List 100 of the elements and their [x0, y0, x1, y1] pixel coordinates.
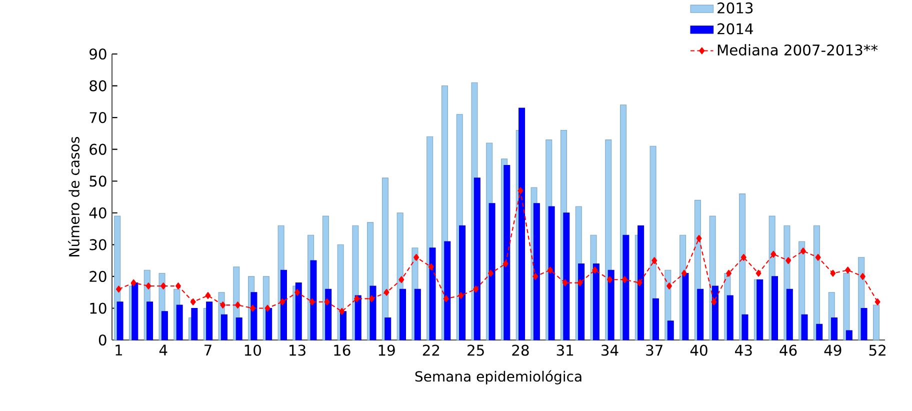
bar	[563, 212, 570, 340]
point	[428, 263, 434, 270]
point	[592, 266, 598, 274]
bar	[860, 308, 868, 340]
bar	[756, 279, 764, 340]
bar	[667, 320, 674, 340]
x-tick-label: 19	[378, 344, 395, 356]
point	[815, 254, 821, 261]
point	[264, 304, 270, 312]
y-tick-label: 50	[90, 176, 106, 187]
bar	[872, 304, 880, 340]
point	[398, 276, 404, 284]
point	[354, 295, 360, 302]
y-axis-title: Número de casos	[68, 136, 80, 256]
bar	[206, 302, 213, 340]
x-tick-label: 28	[512, 344, 529, 356]
bar	[370, 286, 376, 340]
bar	[846, 330, 852, 340]
bar	[384, 317, 392, 340]
point	[532, 272, 538, 280]
y-tick-label: 20	[90, 270, 106, 282]
bar	[116, 302, 124, 340]
bar	[132, 282, 138, 340]
bar	[400, 288, 406, 340]
bar	[220, 314, 228, 340]
x-tick-label: 16	[334, 344, 350, 356]
bar	[340, 311, 346, 340]
bar	[444, 241, 451, 340]
x-tick-label: 25	[468, 344, 484, 356]
x-tick-label: 13	[290, 344, 306, 356]
bar	[548, 206, 555, 340]
point	[473, 286, 479, 293]
point	[502, 260, 508, 268]
bar	[295, 282, 302, 340]
bar	[816, 324, 823, 340]
bar	[772, 276, 778, 340]
y-tick-label: 60	[90, 144, 106, 155]
point	[250, 304, 256, 312]
bar	[488, 203, 496, 340]
point	[339, 308, 345, 315]
bar	[578, 263, 585, 340]
point	[190, 298, 196, 306]
point	[681, 270, 687, 277]
point	[220, 302, 226, 309]
bar	[608, 270, 614, 340]
bar	[592, 263, 600, 340]
y-tick-label: 90	[90, 48, 106, 60]
bar	[325, 288, 332, 340]
bar	[697, 288, 704, 340]
point	[160, 282, 166, 290]
point	[652, 257, 658, 264]
bar	[786, 288, 793, 340]
point	[130, 279, 136, 286]
point	[800, 248, 806, 254]
bar	[354, 295, 362, 340]
point	[488, 270, 494, 277]
bar	[801, 314, 808, 340]
point	[696, 234, 702, 242]
bar	[146, 302, 154, 340]
bar	[161, 311, 168, 340]
point	[324, 298, 330, 306]
x-tick-label: 1	[116, 344, 122, 356]
x-tick-label: 22	[422, 344, 440, 356]
x-axis-title: Semana epidemiológica	[415, 370, 582, 384]
bar	[429, 248, 436, 340]
legend-label: Mediana 2007-2013**	[718, 44, 878, 56]
x-tick-label: 7	[204, 344, 212, 356]
bar	[682, 273, 689, 340]
point	[845, 266, 851, 274]
point	[458, 292, 464, 299]
point	[711, 298, 717, 306]
bar	[236, 317, 242, 340]
y-tick-label: 40	[89, 207, 106, 218]
x-tick-label: 52	[869, 344, 886, 356]
x-tick-label: 10	[244, 344, 261, 356]
point	[235, 302, 240, 309]
bar	[712, 286, 718, 340]
x-tick-label: 46	[780, 344, 797, 356]
point	[666, 282, 672, 290]
x-tick-label: 40	[690, 344, 708, 356]
point	[770, 250, 776, 258]
point	[622, 276, 628, 284]
point	[294, 288, 300, 296]
point	[518, 187, 524, 194]
y-tick-label: 70	[90, 112, 106, 124]
point	[786, 257, 792, 264]
point	[636, 279, 642, 286]
point	[309, 298, 315, 306]
point	[874, 298, 880, 306]
bar	[474, 178, 480, 340]
point	[726, 270, 732, 277]
x-tick-label: 4	[159, 344, 168, 356]
y-tick-label: 80	[90, 80, 106, 92]
bar	[414, 288, 421, 340]
bar	[250, 292, 258, 340]
x-tick-label: 34	[602, 344, 618, 356]
point	[443, 295, 449, 302]
point	[368, 295, 374, 302]
point	[547, 266, 553, 274]
bar	[726, 295, 734, 340]
